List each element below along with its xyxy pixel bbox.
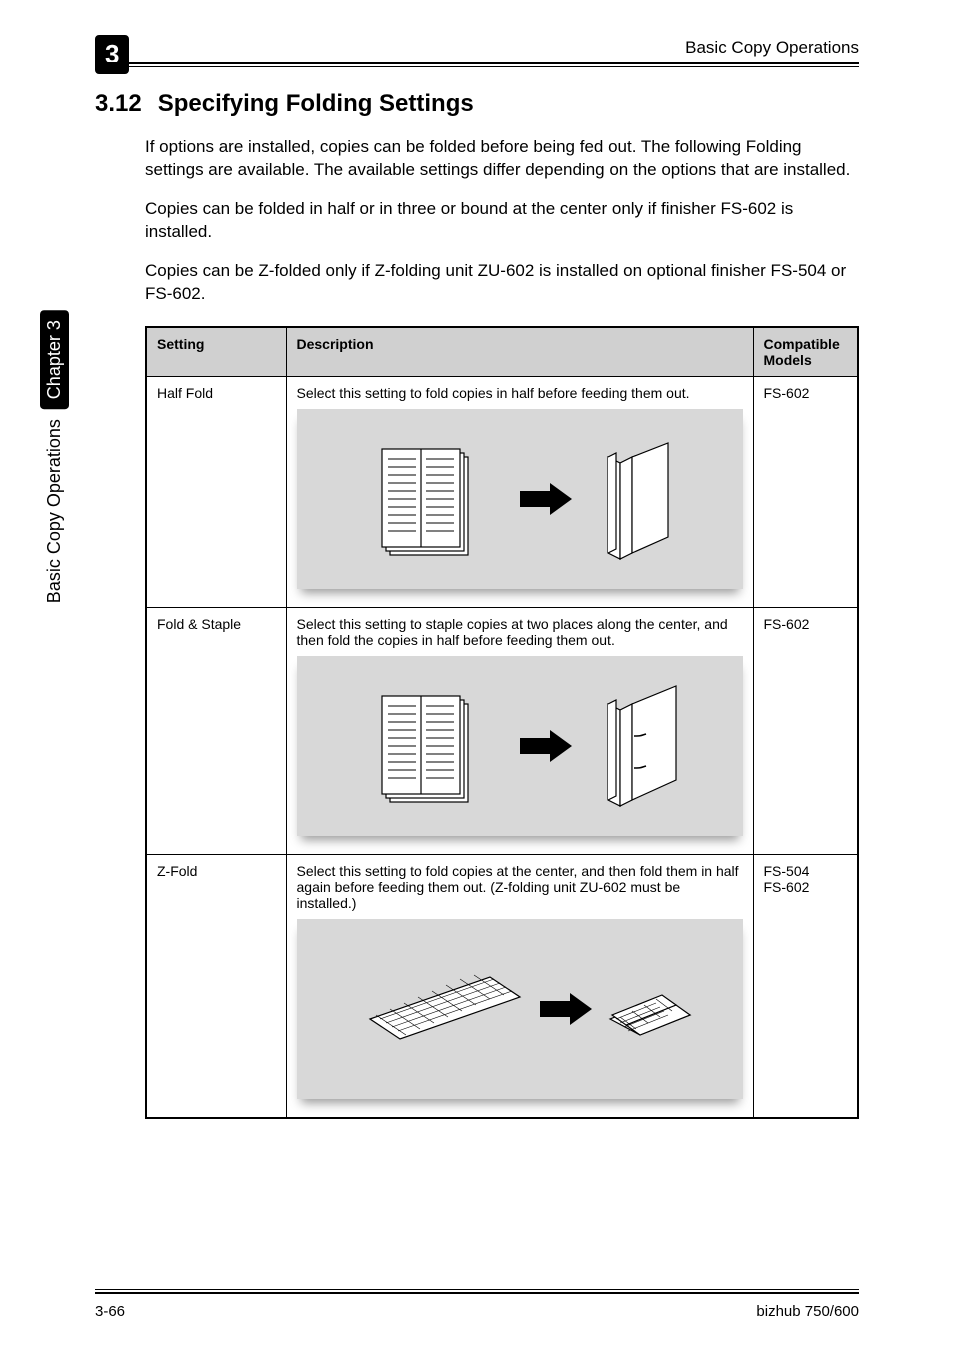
table-header-setting: Setting xyxy=(146,327,286,377)
side-tab-section: Basic Copy Operations xyxy=(44,419,64,603)
cell-setting: Fold & Staple xyxy=(146,607,286,854)
side-tab: Basic Copy Operations Chapter 3 xyxy=(40,300,69,615)
table-row: Z-Fold Select this setting to fold copie… xyxy=(146,854,858,1118)
table-row: Fold & Staple Select this setting to sta… xyxy=(146,607,858,854)
page-number: 3-66 xyxy=(95,1303,125,1320)
cell-description-text: Select this setting to staple copies at … xyxy=(297,616,743,648)
cell-description: Select this setting to fold copies at th… xyxy=(286,854,753,1118)
z-fold-illustration xyxy=(297,919,743,1099)
cell-models: FS-602 xyxy=(753,376,858,607)
cell-description: Select this setting to staple copies at … xyxy=(286,607,753,854)
header-rule xyxy=(95,62,859,64)
cell-description: Select this setting to fold copies in ha… xyxy=(286,376,753,607)
table-header-description: Description xyxy=(286,327,753,377)
cell-setting: Z-Fold xyxy=(146,854,286,1118)
section-heading-text: Specifying Folding Settings xyxy=(158,90,474,117)
cell-models: FS-602 xyxy=(753,607,858,854)
settings-table: Setting Description Compatible Models Ha… xyxy=(145,326,859,1119)
paragraph: If options are installed, copies can be … xyxy=(145,136,859,182)
cell-description-text: Select this setting to fold copies in ha… xyxy=(297,385,743,401)
paragraph: Copies can be folded in half or in three… xyxy=(145,198,859,244)
chapter-tab: 3 xyxy=(95,35,129,74)
section-title: 3.12 Specifying Folding Settings xyxy=(95,90,859,118)
fold-staple-illustration xyxy=(297,656,743,836)
section-number: 3.12 xyxy=(95,90,142,117)
table-row: Half Fold Select this setting to fold co… xyxy=(146,376,858,607)
cell-description-text: Select this setting to fold copies at th… xyxy=(297,863,743,911)
paragraph: Copies can be Z-folded only if Z-folding… xyxy=(145,260,859,306)
cell-setting: Half Fold xyxy=(146,376,286,607)
footer-rule-thin xyxy=(95,1289,859,1290)
half-fold-illustration xyxy=(297,409,743,589)
footer-product: bizhub 750/600 xyxy=(756,1303,859,1320)
footer-rule xyxy=(95,1292,859,1294)
cell-models: FS-504 FS-602 xyxy=(753,854,858,1118)
table-header-models: Compatible Models xyxy=(753,327,858,377)
side-tab-chapter: Chapter 3 xyxy=(40,310,69,409)
running-head: Basic Copy Operations xyxy=(685,38,859,58)
header-rule-thin xyxy=(95,66,859,67)
